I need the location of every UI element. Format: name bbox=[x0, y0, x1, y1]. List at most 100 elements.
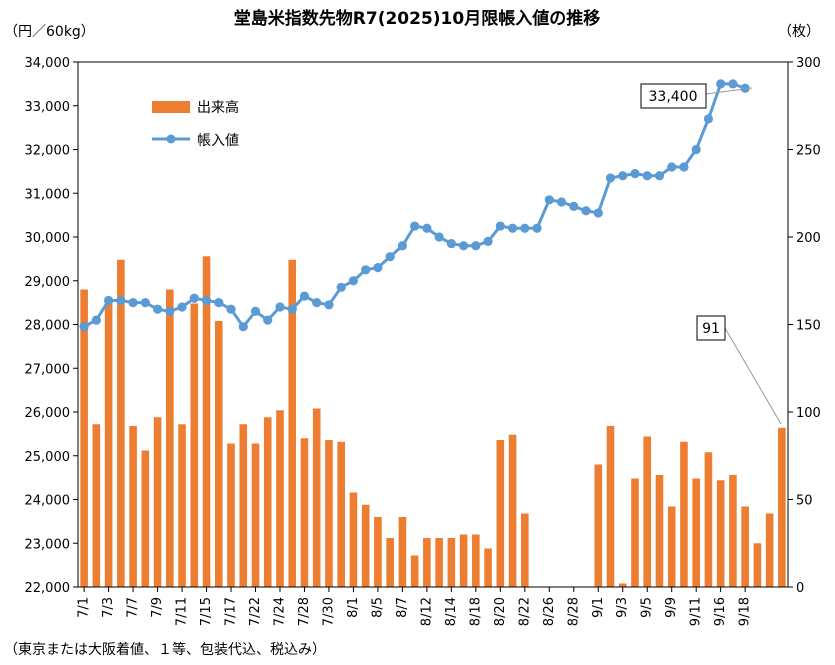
volume-bar bbox=[655, 475, 664, 587]
volume-bar bbox=[410, 555, 419, 587]
volume-bar bbox=[227, 443, 235, 587]
price-point bbox=[275, 302, 285, 312]
price-point bbox=[740, 83, 750, 93]
x-tick-label: 7/17 bbox=[224, 597, 239, 626]
volume-bar bbox=[104, 301, 113, 587]
price-point bbox=[287, 304, 297, 314]
price-point bbox=[214, 298, 224, 308]
volume-bar bbox=[361, 504, 370, 587]
x-tick-label: 9/5 bbox=[640, 597, 655, 618]
volume-bar bbox=[716, 480, 725, 587]
x-tick-label: 8/26 bbox=[542, 597, 557, 626]
line-layer bbox=[79, 79, 750, 332]
price-point bbox=[250, 306, 261, 316]
annotation-last-volume-box bbox=[696, 315, 726, 341]
price-point bbox=[299, 291, 310, 301]
x-tick-label: 9/11 bbox=[689, 597, 704, 626]
volume-bar bbox=[459, 534, 468, 587]
volume-bar bbox=[680, 441, 688, 587]
left-tick-label: 25,000 bbox=[25, 450, 71, 465]
volume-bar bbox=[166, 289, 174, 587]
left-axis-ticks: 22,000 23,000 24,000 25,000 26,000 27,000 28,0… bbox=[25, 56, 78, 596]
annotation-last-volume-leader bbox=[724, 327, 782, 425]
price-point bbox=[116, 295, 126, 306]
volume-bar bbox=[141, 450, 150, 587]
left-tick-label: 29,000 bbox=[25, 275, 71, 290]
x-tick-label: 7/24 bbox=[272, 597, 287, 626]
right-tick-label: 100 bbox=[796, 406, 821, 421]
volume-bar bbox=[276, 410, 284, 587]
price-point bbox=[581, 206, 591, 216]
x-tick-label: 7/11 bbox=[175, 597, 190, 626]
x-tick-label: 7/28 bbox=[297, 597, 312, 626]
price-point bbox=[434, 232, 444, 242]
volume-bar bbox=[117, 259, 125, 587]
x-tick-label: 8/1 bbox=[346, 597, 361, 618]
legend-line-marker bbox=[166, 134, 176, 144]
price-point bbox=[226, 304, 236, 314]
x-tick-label: 8/14 bbox=[444, 597, 459, 626]
left-tick-label: 34,000 bbox=[25, 56, 71, 71]
price-point bbox=[728, 79, 738, 89]
x-tick-label: 8/22 bbox=[517, 597, 532, 626]
right-tick-label: 250 bbox=[796, 144, 821, 159]
price-point bbox=[556, 197, 567, 207]
right-axis-unit: （枚） bbox=[778, 24, 820, 40]
volume-bar bbox=[423, 538, 431, 587]
price-point bbox=[152, 304, 163, 314]
left-tick-label: 23,000 bbox=[25, 537, 71, 552]
price-point bbox=[446, 238, 456, 249]
price-point bbox=[361, 265, 371, 275]
volume-bar bbox=[496, 440, 505, 587]
x-tick-label: 8/20 bbox=[493, 597, 508, 626]
footnote: （東京または大阪着値、１等、包装代込、税込み） bbox=[4, 641, 326, 658]
x-tick-label: 9/1 bbox=[591, 597, 606, 618]
price-point bbox=[593, 208, 603, 218]
volume-bar bbox=[80, 289, 88, 587]
price-point bbox=[140, 298, 150, 308]
volume-bar bbox=[92, 424, 101, 587]
price-point bbox=[397, 241, 407, 251]
price-line bbox=[83, 82, 746, 329]
right-tick-label: 200 bbox=[796, 231, 821, 246]
price-point bbox=[165, 306, 175, 316]
right-tick-label: 300 bbox=[796, 56, 821, 71]
annotation-last-price: 33,400 bbox=[640, 83, 753, 109]
volume-bar bbox=[251, 443, 260, 587]
price-point bbox=[630, 168, 640, 179]
legend-bar-label: 出来高 bbox=[197, 99, 239, 116]
price-point bbox=[373, 263, 383, 273]
volume-bar bbox=[729, 475, 737, 587]
price-point bbox=[654, 171, 665, 181]
volume-bar bbox=[778, 427, 786, 587]
x-tick-label: 8/18 bbox=[468, 597, 483, 626]
left-tick-label: 26,000 bbox=[25, 406, 71, 421]
volume-bar bbox=[153, 417, 162, 587]
price-point bbox=[263, 315, 273, 325]
left-tick-label: 24,000 bbox=[25, 494, 71, 509]
left-tick-label: 22,000 bbox=[25, 581, 71, 596]
price-point bbox=[177, 302, 187, 312]
volume-bar bbox=[508, 434, 517, 587]
legend: 出来高 帳入値 bbox=[152, 99, 239, 149]
x-tick-label: 7/7 bbox=[126, 597, 141, 618]
x-tick-label: 8/5 bbox=[370, 597, 385, 618]
x-tick-label: 9/16 bbox=[713, 597, 728, 626]
right-tick-label: 0 bbox=[796, 581, 804, 596]
volume-bar bbox=[386, 538, 394, 587]
x-tick-label: 7/22 bbox=[248, 597, 263, 626]
x-tick-label: 9/9 bbox=[664, 597, 679, 618]
volume-bar bbox=[337, 441, 345, 587]
price-point bbox=[520, 223, 530, 233]
price-point bbox=[104, 295, 114, 306]
annotation-last-volume-label: 91 bbox=[702, 321, 720, 337]
volume-bar bbox=[484, 548, 492, 587]
volume-bar bbox=[765, 513, 774, 587]
x-tick-label: 7/1 bbox=[77, 597, 92, 618]
price-point bbox=[691, 144, 701, 155]
volume-bar bbox=[435, 538, 443, 587]
bars-layer bbox=[80, 256, 786, 587]
volume-bar bbox=[521, 513, 529, 587]
price-point bbox=[544, 195, 554, 205]
left-tick-label: 27,000 bbox=[25, 362, 71, 377]
